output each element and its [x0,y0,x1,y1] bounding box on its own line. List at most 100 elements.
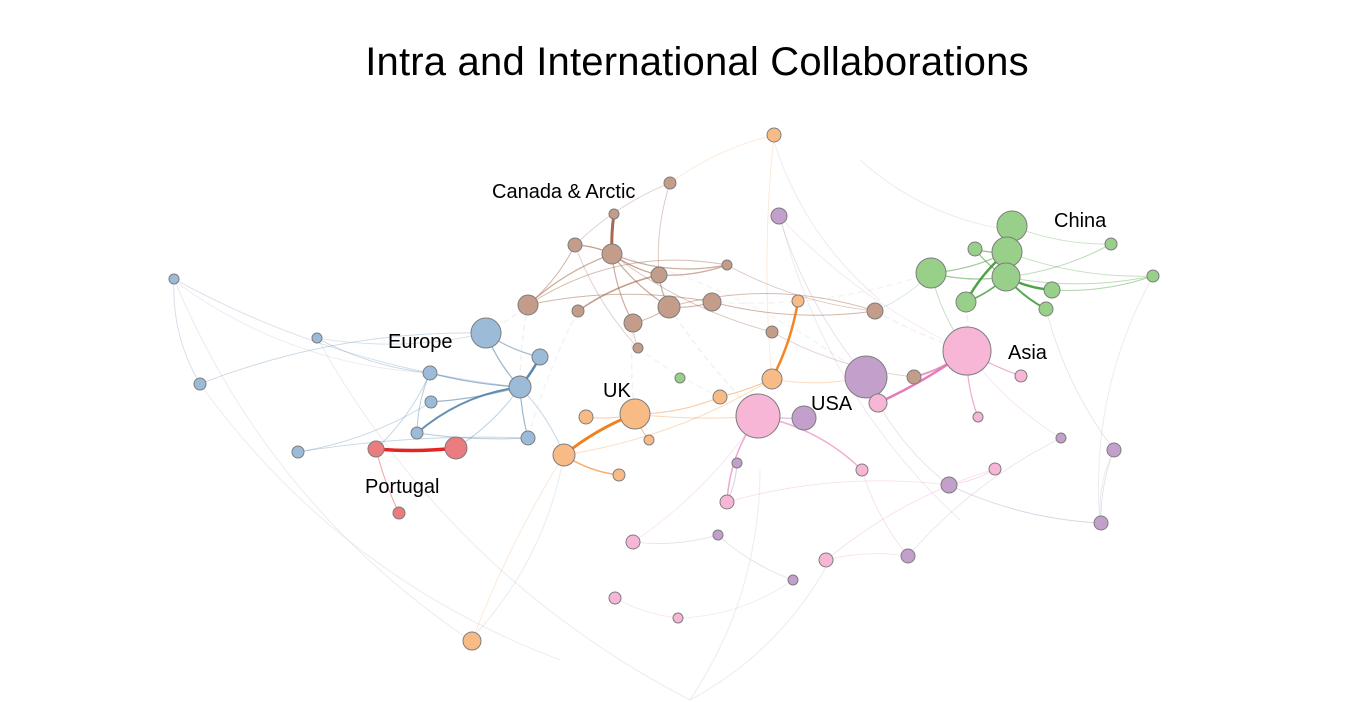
edge-a6-v7 [861,469,909,557]
node-asia-a12 [672,612,684,624]
node-canada-c3 [567,237,583,253]
edge-a8-v8 [726,480,950,503]
faint-edge [199,383,561,661]
edge-e9-e7 [416,386,521,434]
region-label-canada: Canada & Arctic [492,181,635,203]
node-asia-a5 [735,393,781,439]
edge-u8-u3 [563,378,773,456]
node-uk-u3 [761,368,783,390]
edge-a3-v8 [877,402,950,486]
faint-edge [173,278,471,641]
node-europe-e5 [531,348,549,366]
node-canada-c2 [608,208,620,220]
node-europe-e11 [291,445,305,459]
edge-e11-e8 [297,401,432,453]
edge-c1-c3 [574,182,671,246]
edge-u3-u2 [770,300,800,380]
node-china-g9 [1104,237,1118,251]
node-uk-u4 [712,389,728,405]
edge-c12-u4 [637,347,721,398]
node-europe-e10 [520,430,536,446]
node-europe-e6 [422,365,438,381]
node-asia-a11 [608,591,622,605]
edge-e11-e10 [297,436,529,453]
edge-a9-v5 [632,534,719,544]
edge-u1-c1 [669,134,775,184]
node-canada-c4 [601,243,623,265]
region-label-asia: Asia [1008,342,1048,364]
node-asia-a2 [1014,369,1028,383]
edge-e2-e3 [316,332,487,345]
node-uk-u10 [462,631,482,651]
node-usa-v9 [1055,432,1067,444]
region-label-layer: Canada & Arctic China Europe Asia UK USA… [365,181,1107,498]
node-china-g6 [955,291,977,313]
node-layer [168,127,1160,651]
node-asia-a9 [625,534,641,550]
node-canada-c9 [623,313,643,333]
edge-c3-c12 [574,244,639,349]
region-label-europe: Europe [388,331,453,353]
edge-g4-c11 [711,272,932,304]
edge-e1-e4 [173,278,201,385]
node-usa-v1 [770,207,788,225]
node-canada-c1 [663,176,677,190]
edge-u1-u3 [766,134,775,380]
node-europe-e9 [410,426,424,440]
edge-a10-v7 [825,553,909,561]
node-china-g4 [915,257,947,289]
node-china-g3 [967,241,983,257]
node-usa-v8 [940,476,958,494]
node-europe-e3 [470,317,502,349]
node-usa-v3 [791,405,817,431]
node-china-g10 [1146,269,1160,283]
node-canada-c13 [866,302,884,320]
edge-c10-c13 [668,292,876,312]
node-uk-u1 [766,127,782,143]
edge-p1-e6 [375,372,431,450]
faint-edge [469,454,565,641]
node-usa-v2 [844,355,888,399]
node-china-g1 [996,210,1028,242]
node-europe-e7 [508,375,532,399]
edge-a12-v6 [677,579,794,619]
node-canada-c5 [650,266,668,284]
edge-v1-v2 [778,215,867,378]
edge-g5-g10 [1005,275,1154,285]
edge-g2-g10 [1006,251,1154,277]
edge-c7-e7 [519,304,529,388]
node-asia-a3 [868,393,888,413]
edge-c5-c8 [577,274,660,312]
edge-c13-a1 [874,310,968,352]
node-asia-a7 [988,462,1002,476]
node-china-g8 [1038,301,1054,317]
edge-c1-c5 [657,182,671,276]
edge-v10-v11 [1100,449,1115,524]
edge-e6-e7 [429,372,521,388]
edge-c11-c13 [711,301,876,316]
node-canada-c6 [721,259,733,271]
edge-p1-p2 [375,446,457,453]
edge-g7-g10 [1051,275,1154,291]
edge-e1-e7 [173,278,521,388]
node-usa-v10 [1106,442,1122,458]
faint-edge [689,469,761,701]
node-europe-e1 [168,273,180,285]
node-asia-a1 [942,326,992,376]
edge-c7-c11 [527,293,713,306]
node-canada-c15 [906,369,922,385]
node-portugal-p1 [367,440,385,458]
edge-g8-v10 [1045,308,1115,451]
node-uk-u5 [619,398,651,430]
edge-u8-u10 [471,454,565,642]
node-usa-v11 [1093,515,1109,531]
node-europe-e4 [193,377,207,391]
node-uk-u9 [612,468,626,482]
faint-edge [1098,275,1154,524]
node-canada-c7 [517,294,539,316]
node-usa-v7 [900,548,916,564]
node-usa-v6 [787,574,799,586]
edge-v9-v7 [907,437,1062,557]
region-label-china: China [1054,210,1107,232]
